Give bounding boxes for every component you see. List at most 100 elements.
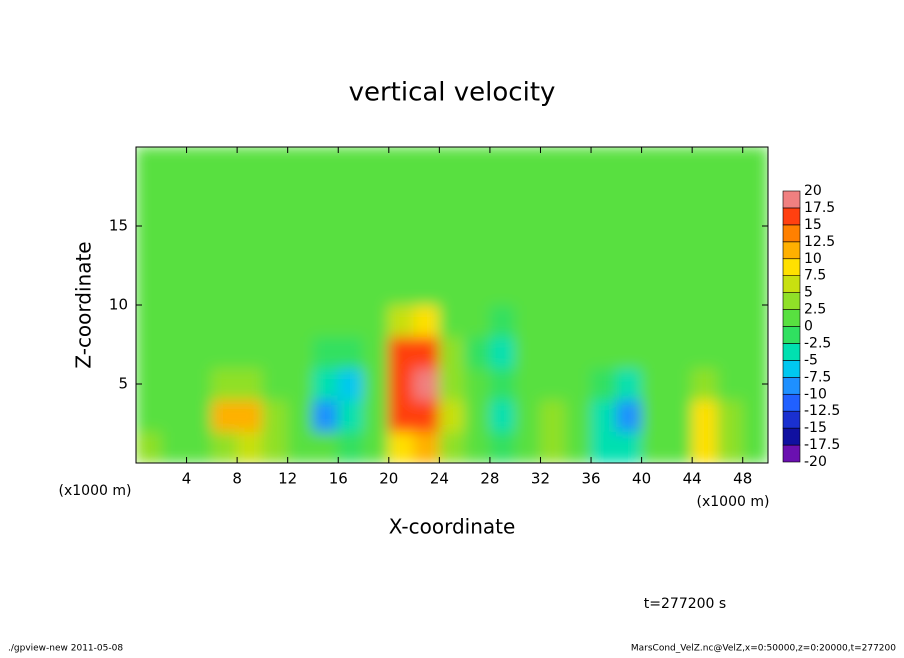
field-cell	[413, 241, 440, 274]
field-cell	[716, 178, 744, 211]
colorbar-label: 12.5	[804, 234, 835, 250]
field-cell	[590, 304, 617, 338]
field-cell	[287, 178, 314, 211]
x-unit: (x1000 m)	[697, 494, 770, 510]
field-cell	[666, 367, 693, 401]
field-cell	[388, 147, 415, 180]
field-cell	[565, 272, 592, 306]
field-cell	[539, 147, 567, 180]
field	[136, 147, 768, 463]
colorbar-label: -10	[804, 386, 827, 402]
field-cell	[464, 147, 491, 180]
field-cell	[539, 209, 567, 243]
field-cell	[641, 304, 668, 338]
colorbar-box	[782, 275, 801, 293]
field-cell	[691, 241, 718, 274]
field-cell	[438, 147, 466, 180]
field-cell	[716, 304, 744, 338]
field-cell	[438, 178, 466, 211]
field-cell	[489, 399, 516, 432]
field-cell	[160, 367, 188, 401]
field-cell	[136, 178, 162, 211]
field-cell	[261, 367, 289, 401]
field-cell	[261, 336, 289, 369]
field-cell	[413, 399, 440, 432]
field-cell	[337, 367, 365, 401]
field-cell	[539, 178, 567, 211]
field-cell	[615, 147, 643, 180]
field-cell	[666, 336, 693, 369]
field-cell	[388, 399, 415, 432]
field-cell	[742, 430, 768, 463]
field-cell	[363, 178, 390, 211]
field-cell	[565, 367, 592, 401]
x-tick-label: 24	[430, 470, 449, 488]
field-cell	[590, 367, 617, 401]
field-cell	[666, 241, 693, 274]
field-cell	[514, 304, 541, 338]
field-cell	[211, 147, 238, 180]
field-cells	[136, 147, 768, 463]
field-cell	[666, 399, 693, 432]
field-cell	[464, 178, 491, 211]
field-cell	[236, 241, 263, 274]
colorbar-box	[782, 427, 801, 446]
field-cell	[615, 178, 643, 211]
field-cell	[464, 241, 491, 274]
field-cell	[261, 147, 289, 180]
field-cell	[287, 399, 314, 432]
field-cell	[287, 430, 314, 463]
field-cell	[464, 272, 491, 306]
field-cell	[691, 336, 718, 369]
x-tick-label: 32	[531, 470, 550, 488]
field-cell	[211, 399, 238, 432]
field-cell	[211, 367, 238, 401]
field-cell	[691, 430, 718, 463]
field-cell	[413, 336, 440, 369]
field-cell	[236, 367, 263, 401]
x-tick-label: 8	[232, 470, 242, 488]
colorbar-box	[782, 343, 801, 361]
field-cell	[160, 430, 188, 463]
field-cell	[287, 272, 314, 306]
field-cell	[337, 209, 365, 243]
field-cell	[691, 304, 718, 338]
field-cell	[337, 304, 365, 338]
field-cell	[666, 304, 693, 338]
field-cell	[363, 241, 390, 274]
y-tick-label: 15	[109, 217, 128, 235]
colorbar-label: 15	[804, 217, 822, 233]
field-cell	[489, 241, 516, 274]
field-cell	[236, 430, 263, 463]
field-cell	[388, 241, 415, 274]
field-cell	[514, 430, 541, 463]
field-cell	[160, 241, 188, 274]
field-cell	[438, 430, 466, 463]
field-cell	[514, 399, 541, 432]
field-cell	[514, 147, 541, 180]
field-cell	[186, 367, 213, 401]
colorbar-label: 10	[804, 251, 822, 267]
field-cell	[464, 336, 491, 369]
field-cell	[261, 304, 289, 338]
field-cell	[641, 178, 668, 211]
field-cell	[236, 147, 263, 180]
field-cell	[514, 272, 541, 306]
field-cell	[211, 336, 238, 369]
colorbar-box	[782, 241, 801, 260]
x-tick-label: 36	[581, 470, 600, 488]
field-cell	[337, 147, 365, 180]
field-cell	[236, 336, 263, 369]
field-cell	[641, 336, 668, 369]
field-cell	[388, 178, 415, 211]
field-cell	[312, 209, 339, 243]
field-cell	[615, 399, 643, 432]
field-cell	[666, 147, 693, 180]
field-cell	[590, 430, 617, 463]
time-label: t=277200 s	[644, 596, 726, 612]
footer-right: MarsCond_VelZ.nc@VelZ,x=0:50000,z=0:2000…	[631, 644, 896, 654]
field-cell	[160, 178, 188, 211]
field-cell	[489, 272, 516, 306]
field-cell	[363, 147, 390, 180]
